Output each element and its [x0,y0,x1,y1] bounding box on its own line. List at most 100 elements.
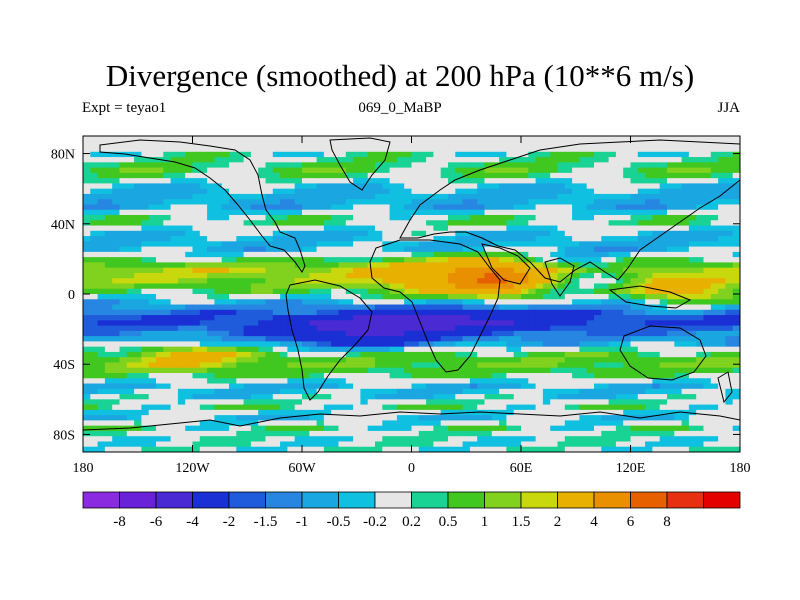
field-cell [681,346,690,353]
field-cell [455,415,463,421]
field-cell [134,136,142,142]
field-cell [652,283,661,290]
field-cell [499,357,507,363]
field-cell [250,362,259,369]
field-cell [411,230,420,237]
field-cell [134,257,142,263]
field-cell [331,172,339,179]
field-cell [521,409,529,416]
field-cell [594,288,602,295]
field-cell [623,383,631,390]
field-cell [250,304,259,311]
field-cell [491,278,500,284]
field-cell [302,209,310,216]
field-cell [674,330,682,337]
field-cell [674,394,682,400]
field-cell [302,309,310,316]
field-cell [170,283,179,290]
field-cell [258,278,266,284]
field-cell [148,362,157,369]
field-cell [659,373,668,379]
field-cell [594,399,602,405]
field-cell [652,136,661,142]
field-cell [615,341,624,348]
field-cell [601,367,609,374]
field-cell [112,257,120,263]
field-cell [688,199,697,205]
field-cell [462,283,471,290]
field-cell [360,394,369,400]
field-cell [353,204,361,211]
field-cell [185,262,193,269]
field-cell [112,278,120,284]
field-cell [126,230,135,237]
field-cell [338,267,347,274]
field-cell [83,183,91,190]
field-cell [732,241,740,247]
field-cell [550,320,558,326]
field-cell [287,425,296,432]
field-cell [521,257,529,263]
field-cell [550,178,558,184]
field-cell [696,357,704,363]
field-cell [345,383,354,390]
field-cell [250,325,259,332]
field-cell [594,278,602,284]
field-cell [448,378,456,384]
field-cell [615,151,624,158]
field-cell [411,136,420,142]
field-cell [192,199,201,205]
field-cell [542,136,551,142]
field-cell [557,346,566,353]
field-cell [469,373,478,379]
field-cell [258,257,266,263]
field-cell [338,383,347,390]
field-cell [90,204,98,211]
field-cell [302,267,310,274]
field-cell [579,346,588,353]
field-cell [732,199,740,205]
field-cell [104,351,113,358]
field-cell [382,373,390,379]
field-cell [156,283,164,290]
field-cell [703,378,712,384]
field-cell [594,209,602,216]
field-cell [382,220,390,226]
field-cell [294,251,303,258]
field-cell [396,262,405,269]
field-cell [119,394,128,400]
field-cell [207,404,215,411]
field-cell [433,172,442,179]
field-cell [177,162,186,168]
field-cell [440,257,449,263]
field-cell [572,267,580,274]
field-cell [396,357,405,363]
field-cell [688,341,697,348]
field-cell [586,336,595,342]
field-cell [148,383,157,390]
field-cell [718,399,726,405]
field-cell [564,325,573,332]
field-cell [272,299,281,305]
field-cell [674,320,682,326]
field-cell [331,294,339,300]
field-cell [221,136,230,142]
field-cell [448,325,456,332]
field-cell [345,341,354,348]
field-cell [667,267,675,274]
field-cell [141,172,150,179]
field-cell [236,230,244,237]
field-cell [440,188,449,195]
field-cell [732,246,740,253]
field-cell [177,151,186,158]
field-cell [645,199,653,205]
field-cell [528,167,536,174]
field-cell [652,378,661,384]
field-cell [630,294,639,300]
field-cell [710,346,719,353]
field-cell [433,320,442,326]
field-cell [542,373,551,379]
field-cell [104,420,113,427]
field-cell [710,178,719,184]
field-cell [586,399,595,405]
